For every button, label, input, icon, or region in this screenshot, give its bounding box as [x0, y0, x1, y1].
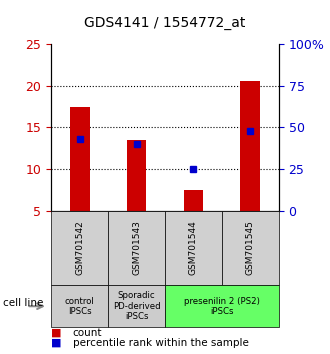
Bar — [183, 190, 203, 211]
Text: GSM701544: GSM701544 — [189, 221, 198, 275]
Text: GSM701545: GSM701545 — [246, 220, 255, 275]
Text: ■: ■ — [51, 328, 62, 338]
Bar — [241, 81, 260, 211]
Text: cell line: cell line — [3, 298, 44, 308]
Bar — [70, 107, 89, 211]
Text: presenilin 2 (PS2)
iPSCs: presenilin 2 (PS2) iPSCs — [184, 297, 260, 316]
Text: control
IPSCs: control IPSCs — [65, 297, 94, 316]
Text: GSM701542: GSM701542 — [75, 221, 84, 275]
Text: count: count — [73, 328, 102, 338]
Bar — [127, 140, 147, 211]
Text: GDS4141 / 1554772_at: GDS4141 / 1554772_at — [84, 16, 246, 30]
Text: Sporadic
PD-derived
iPSCs: Sporadic PD-derived iPSCs — [113, 291, 160, 321]
Text: percentile rank within the sample: percentile rank within the sample — [73, 338, 248, 348]
Text: GSM701543: GSM701543 — [132, 220, 141, 275]
Text: ■: ■ — [51, 338, 62, 348]
